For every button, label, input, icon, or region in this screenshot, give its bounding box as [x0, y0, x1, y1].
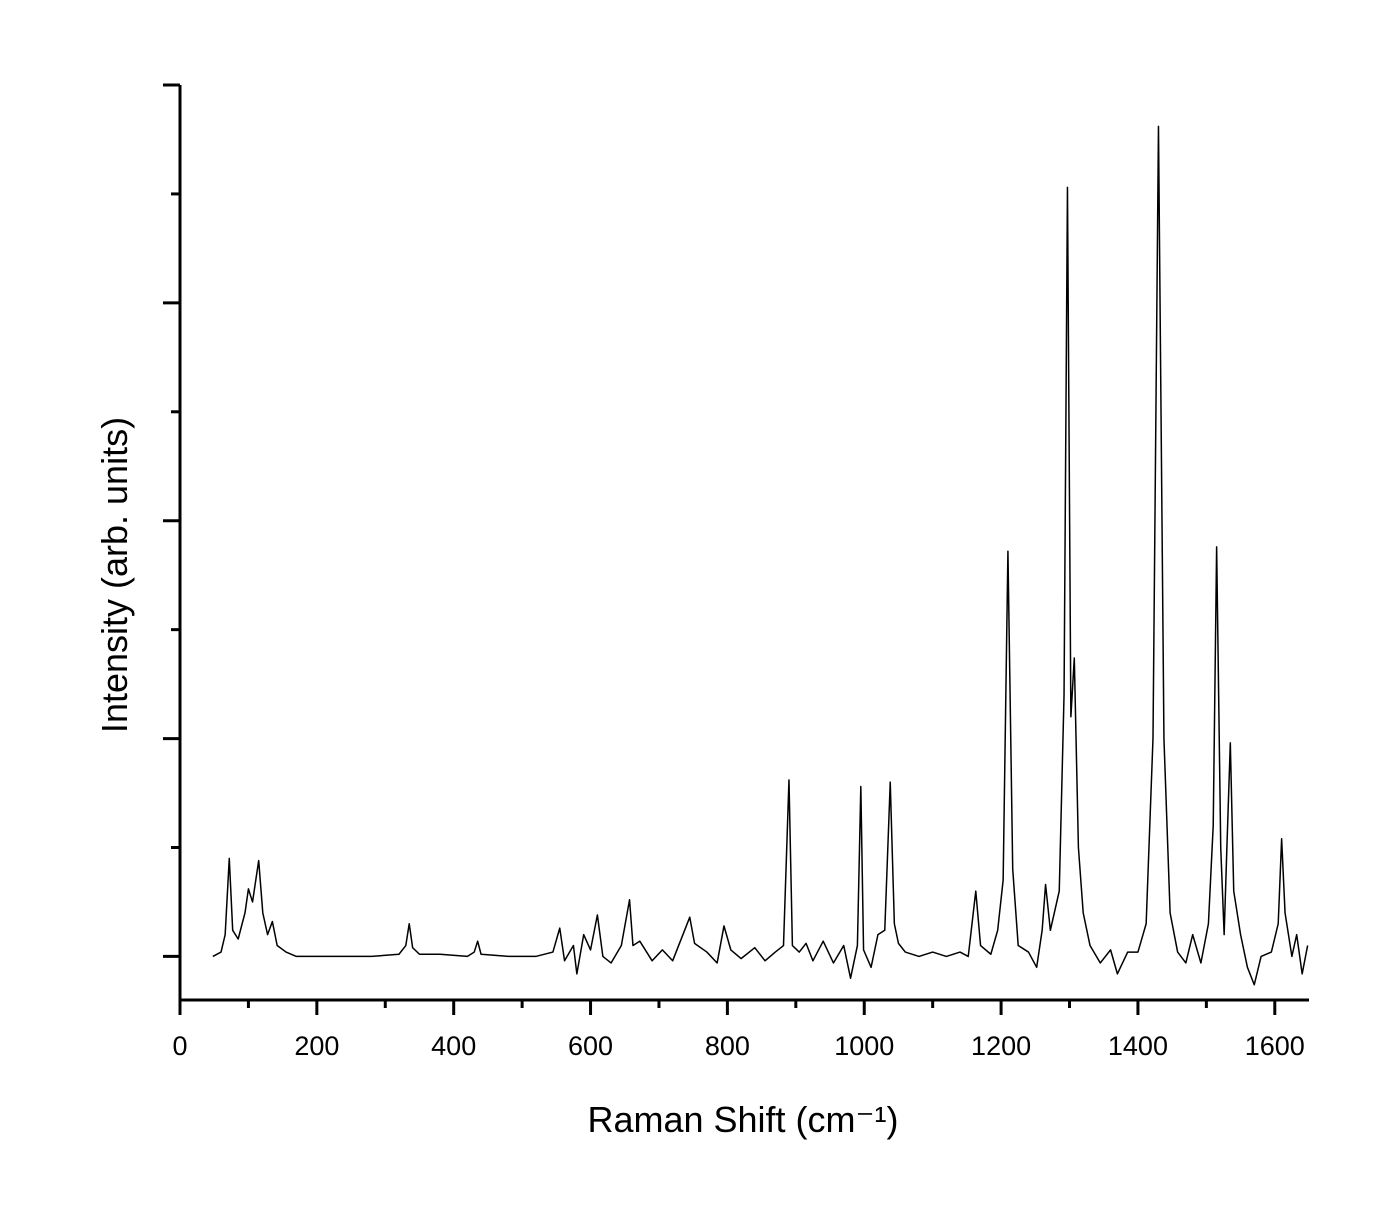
spectrum-line: [212, 125, 1309, 986]
x-tick-label: 1200: [971, 1031, 1031, 1061]
x-axis-label: Raman Shift (cm⁻¹): [587, 1099, 898, 1140]
x-tick-label: 1400: [1108, 1031, 1168, 1061]
x-tick-label: 1600: [1245, 1031, 1305, 1061]
y-axis-label: Intensity (arb. units): [94, 417, 135, 733]
x-tick-label: 1000: [834, 1031, 894, 1061]
x-tick-label: 400: [431, 1031, 476, 1061]
x-tick-label: 0: [172, 1031, 187, 1061]
x-tick-label: 800: [705, 1031, 750, 1061]
x-tick-label: 600: [568, 1031, 613, 1061]
x-tick-label: 200: [294, 1031, 339, 1061]
